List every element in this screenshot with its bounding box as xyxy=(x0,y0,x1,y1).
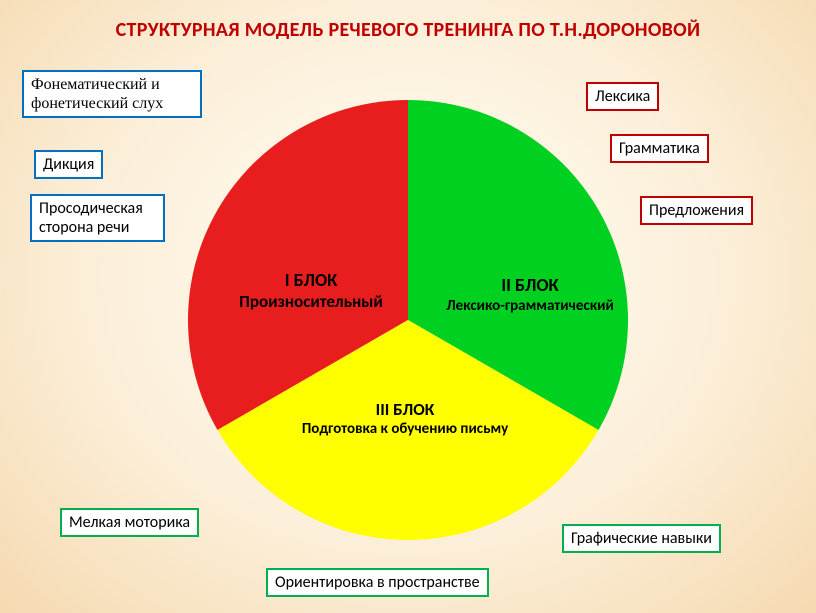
slice-subtitle: Подготовка к обучению письму xyxy=(300,420,510,438)
slice-title: I БЛОК xyxy=(206,270,416,292)
slice-subtitle: Лексико-грамматический xyxy=(425,297,635,315)
callout-left: Дикция xyxy=(34,150,103,179)
slice-title: II БЛОК xyxy=(425,275,635,297)
callout-right: Предложения xyxy=(640,196,753,225)
slice-label-block2: II БЛОКЛексико-грамматический xyxy=(425,275,635,315)
slice-label-block1: I БЛОКПроизносительный xyxy=(206,270,416,312)
callout-right: Грамматика xyxy=(610,134,709,163)
callout-left: Фонематический и фонетический слух xyxy=(22,70,202,118)
callout-bottom: Графические навыки xyxy=(562,524,721,553)
slice-subtitle: Произносительный xyxy=(206,292,416,312)
slice-label-block3: III БЛОКПодготовка к обучению письму xyxy=(300,400,510,438)
pie-chart xyxy=(184,96,632,544)
callout-right: Лексика xyxy=(586,82,659,111)
callout-left: Просодическая сторона речи xyxy=(30,194,165,242)
callout-bottom: Ориентировка в пространстве xyxy=(266,568,489,597)
slice-title: III БЛОК xyxy=(300,400,510,420)
page-title: СТРУКТУРНАЯ МОДЕЛЬ РЕЧЕВОГО ТРЕНИНГА ПО … xyxy=(0,18,816,42)
callout-bottom: Мелкая моторика xyxy=(60,508,199,537)
title-text: СТРУКТУРНАЯ МОДЕЛЬ РЕЧЕВОГО ТРЕНИНГА ПО … xyxy=(116,18,701,42)
